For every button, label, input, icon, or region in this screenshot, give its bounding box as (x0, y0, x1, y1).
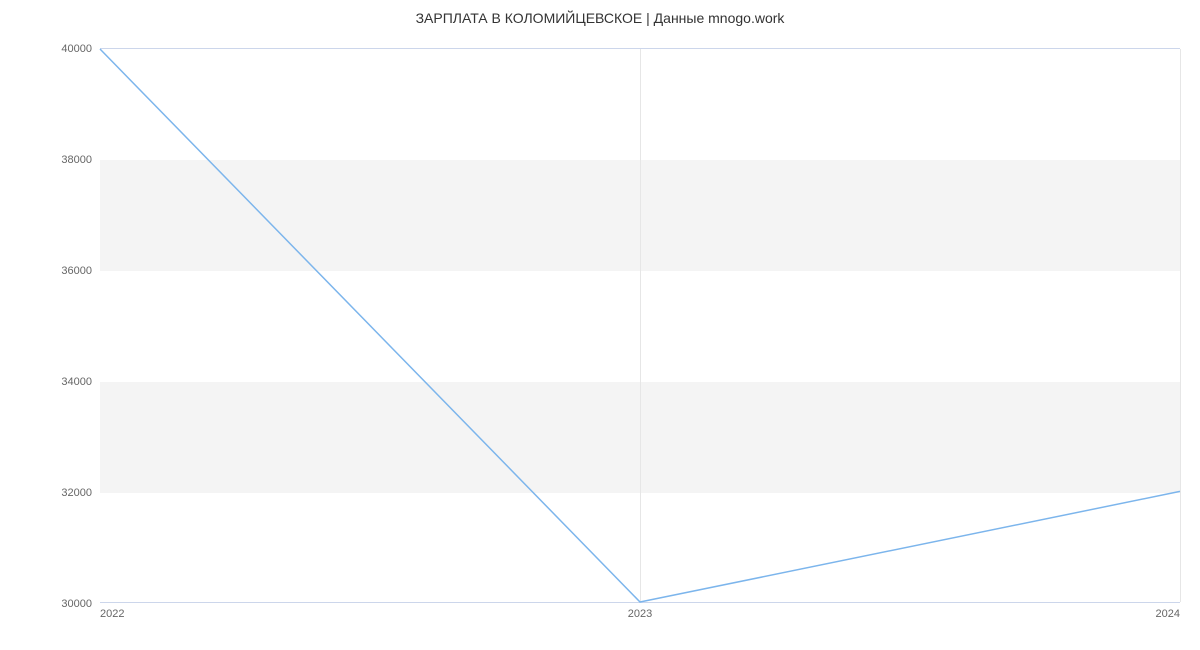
chart-container: { "chart": { "type": "line", "title": "З… (0, 0, 1200, 650)
y-axis-label: 36000 (61, 265, 100, 277)
x-axis-label: 2023 (628, 602, 652, 620)
y-axis-label: 32000 (61, 487, 100, 499)
line-series-salary (100, 49, 1180, 602)
x-axis-label: 2022 (100, 602, 124, 620)
x-gridline (1180, 49, 1181, 602)
line-series-layer (100, 49, 1180, 602)
plot-area: 300003200034000360003800040000 202220232… (100, 48, 1180, 603)
y-axis-label: 30000 (61, 598, 100, 610)
y-axis-label: 38000 (61, 154, 100, 166)
y-axis-label: 34000 (61, 376, 100, 388)
chart-title: ЗАРПЛАТА В КОЛОМИЙЦЕВСКОЕ | Данные mnogo… (0, 10, 1200, 26)
y-axis-label: 40000 (61, 43, 100, 55)
x-axis-label: 2024 (1156, 602, 1180, 620)
